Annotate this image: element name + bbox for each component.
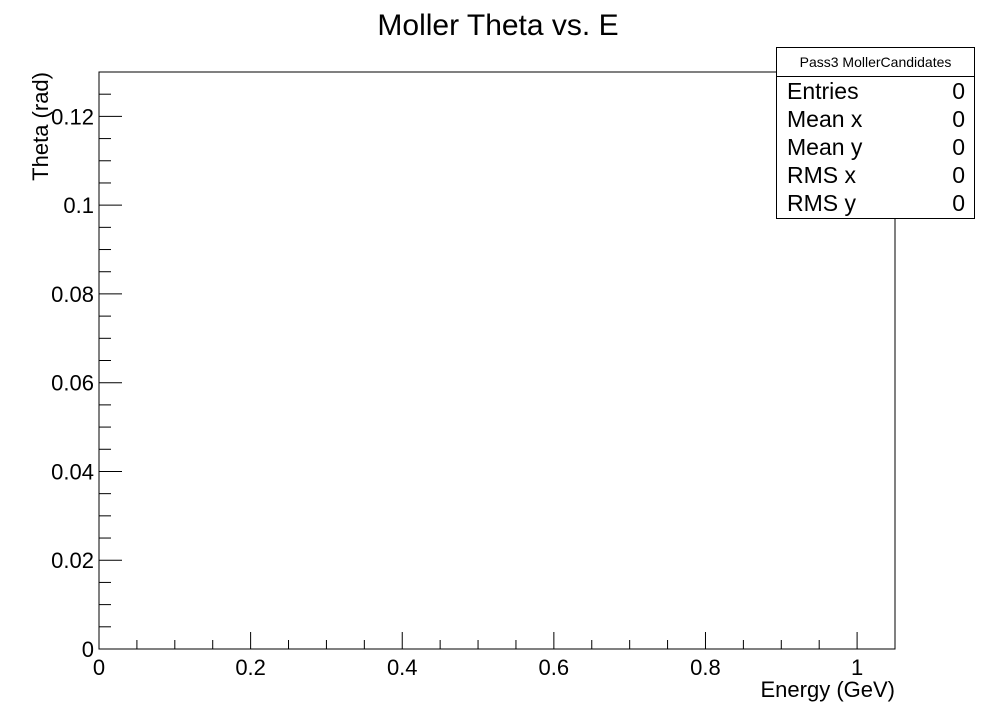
x-tick-label: 0.8 xyxy=(690,655,721,680)
stats-value: 0 xyxy=(952,77,965,104)
x-tick-label: 0.2 xyxy=(235,655,266,680)
stats-label: RMS y xyxy=(787,189,856,216)
x-tick-label: 0.6 xyxy=(539,655,570,680)
stats-row-entries: Entries 0 xyxy=(777,77,974,105)
y-tick-label: 0 xyxy=(82,637,94,662)
stats-row-rms-x: RMS x 0 xyxy=(777,161,974,189)
y-axis-label: Theta (rad) xyxy=(28,72,53,181)
stats-value: 0 xyxy=(952,105,965,132)
stats-value: 0 xyxy=(952,189,965,216)
stats-label: Entries xyxy=(787,77,859,104)
y-axis-tick-labels: 0 0.02 0.04 0.06 0.08 0.1 0.12 xyxy=(51,104,94,662)
stats-row-mean-y: Mean y 0 xyxy=(777,133,974,161)
y-tick-label: 0.06 xyxy=(51,371,94,396)
y-axis-ticks xyxy=(99,71,122,650)
x-tick-label: 0 xyxy=(93,655,105,680)
x-axis-ticks xyxy=(98,632,896,649)
x-tick-label: 0.4 xyxy=(387,655,418,680)
y-tick-label: 0.08 xyxy=(51,282,94,307)
stats-value: 0 xyxy=(952,161,965,188)
stats-label: Mean x xyxy=(787,105,863,132)
x-axis-label: Energy (GeV) xyxy=(761,677,896,702)
stats-row-rms-y: RMS y 0 xyxy=(777,189,974,217)
stats-label: RMS x xyxy=(787,161,856,188)
y-tick-label: 0.02 xyxy=(51,548,94,573)
x-tick-label: 1 xyxy=(851,655,863,680)
x-axis-tick-labels: 0 0.2 0.4 0.6 0.8 1 xyxy=(93,655,863,680)
y-tick-label: 0.04 xyxy=(51,459,94,484)
stats-row-mean-x: Mean x 0 xyxy=(777,105,974,133)
stats-value: 0 xyxy=(952,133,965,160)
stats-box: Pass3 MollerCandidates Entries 0 Mean x … xyxy=(776,47,975,219)
stats-box-title: Pass3 MollerCandidates xyxy=(777,48,974,77)
y-tick-label: 0.1 xyxy=(63,193,94,218)
chart-title: Moller Theta vs. E xyxy=(377,9,618,42)
y-tick-label: 0.12 xyxy=(51,104,94,129)
stats-label: Mean y xyxy=(787,133,863,160)
